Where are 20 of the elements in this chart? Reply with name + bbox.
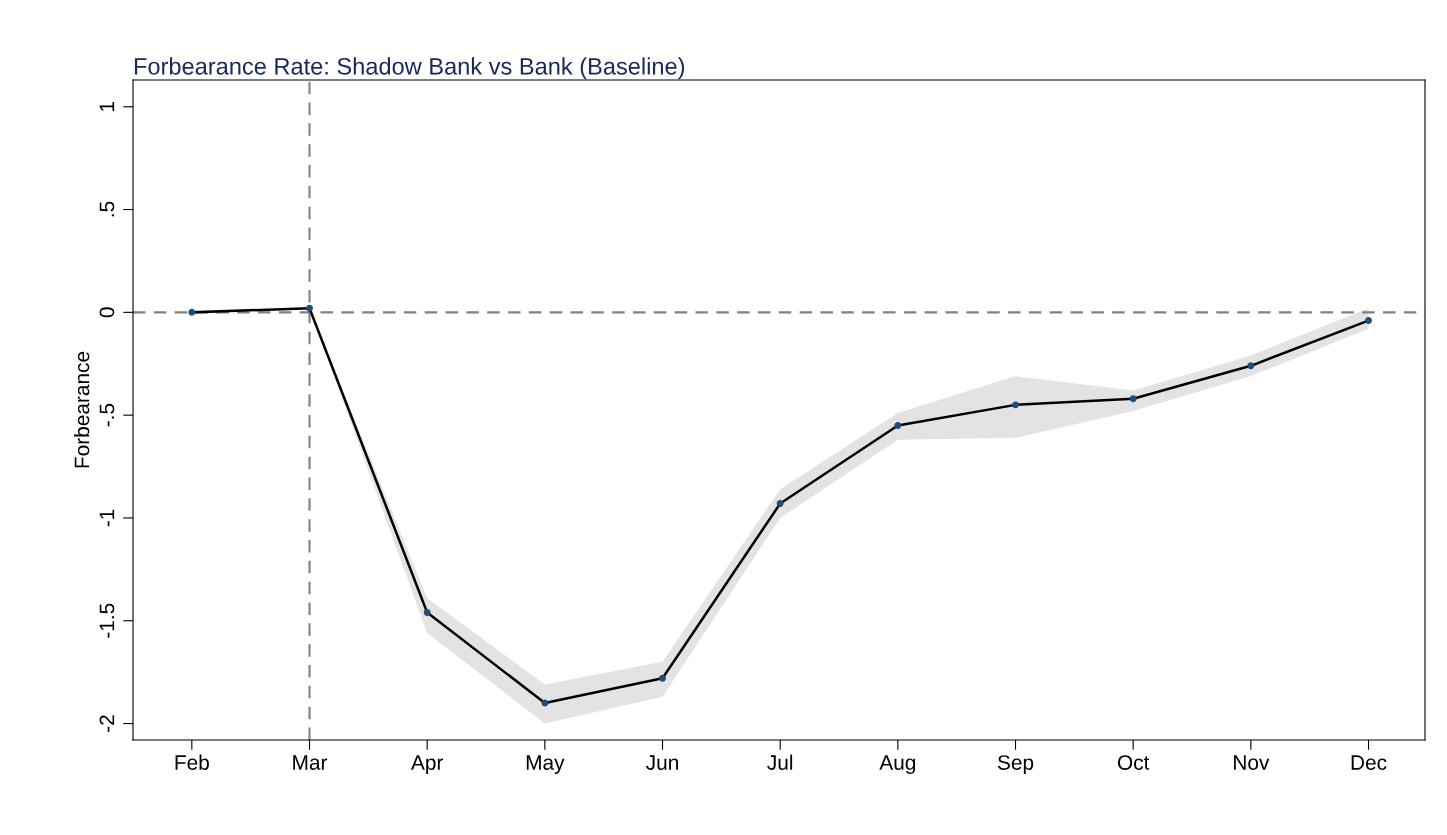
y-tick-label: -1 [99, 509, 115, 527]
y-axis-title: Forbearance [74, 351, 90, 468]
x-tick-label: Oct [1117, 755, 1150, 770]
chart-title: Forbearance Rate: Shadow Bank vs Bank (Baseline) [134, 57, 685, 80]
x-tick-label: Sep [997, 755, 1034, 774]
x-tick-label: Feb [175, 754, 209, 770]
x-tick-label: Jun [646, 755, 678, 770]
x-tick-label: Dec [1351, 755, 1387, 770]
y-tick-label: 0 [99, 307, 115, 318]
x-tick-label: May [526, 755, 565, 774]
y-tick-label: -.5 [99, 403, 115, 427]
x-tick-label: Mar [293, 755, 328, 770]
x-tick-label: Apr [411, 755, 444, 774]
x-tick-label: Nov [1234, 755, 1270, 770]
y-tick-label: .5 [99, 201, 115, 217]
y-tick-label: -1.5 [99, 603, 115, 638]
x-tick-label: Jul [767, 754, 793, 770]
y-tick-label: -2 [99, 715, 115, 732]
x-tick-label: Aug [879, 755, 916, 774]
y-tick-label: 1 [99, 101, 115, 111]
